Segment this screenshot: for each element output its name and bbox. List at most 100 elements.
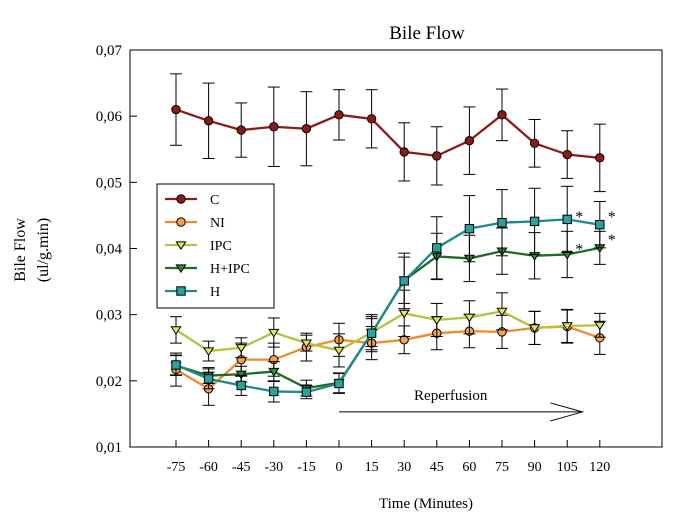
y-tick-label: 0,05 xyxy=(96,175,122,191)
data-point xyxy=(203,116,214,126)
series-line-c xyxy=(175,108,600,159)
data-point xyxy=(562,149,572,160)
data-point xyxy=(464,223,475,234)
data-point xyxy=(300,339,313,349)
y-tick-label: 0,06 xyxy=(96,109,123,125)
legend-label: H xyxy=(210,285,220,300)
legend-item-ipc: IPC xyxy=(165,239,232,254)
x-tick-label: 45 xyxy=(430,460,444,475)
y-axis-label: Bile Flow (ul/g.min) xyxy=(12,218,52,282)
data-point xyxy=(334,110,344,120)
data-point xyxy=(529,138,540,148)
data-point xyxy=(333,346,345,356)
data-point xyxy=(334,378,344,389)
x-axis: -75 -60 -45 -30 -15 0 15 30 45 60 75 90 105 120 xyxy=(167,440,610,475)
data-point xyxy=(398,309,410,319)
data-point xyxy=(268,367,280,377)
x-tick-label: -30 xyxy=(264,460,283,475)
data-point xyxy=(235,370,247,380)
data-point xyxy=(236,125,246,135)
data-point xyxy=(594,321,606,331)
data-point xyxy=(497,110,507,120)
data-point xyxy=(561,322,573,332)
series-c xyxy=(170,73,606,193)
data-point xyxy=(595,153,605,163)
legend-item-c: C xyxy=(165,193,219,208)
x-axis-label: Time (Minutes) xyxy=(379,496,473,512)
data-point xyxy=(203,374,214,384)
reperfusion-label: Reperfusion xyxy=(414,388,488,404)
series-line-h xyxy=(175,218,600,394)
legend-marker xyxy=(176,286,186,296)
y-tick-label: 0,03 xyxy=(96,308,122,324)
x-tick-label: 75 xyxy=(495,460,509,475)
data-point xyxy=(431,316,443,326)
series-layer xyxy=(170,73,606,406)
series-h xyxy=(170,185,606,403)
data-point xyxy=(432,243,442,253)
data-point xyxy=(301,124,312,134)
y-axis: 0,01 0,02 0,03 0,04 0,05 0,06 0,07 xyxy=(96,43,137,456)
y-axis-label-line1: Bile Flow xyxy=(12,218,29,282)
x-tick-label: 120 xyxy=(589,460,610,475)
x-tick-label: 15 xyxy=(365,460,379,475)
data-point xyxy=(366,328,377,338)
x-tick-label: 30 xyxy=(397,460,411,475)
x-tick-label: -45 xyxy=(232,460,251,475)
significance-annotation: * xyxy=(608,209,616,226)
data-point xyxy=(202,347,215,357)
y-tick-label: 0,04 xyxy=(96,242,123,258)
data-point xyxy=(171,360,181,370)
reperfusion-arrow-head xyxy=(550,402,585,422)
x-tick-label: 60 xyxy=(462,460,476,475)
series-line-ni xyxy=(175,325,601,391)
legend-item-h-ipc: H+IPC xyxy=(165,262,250,277)
data-point xyxy=(399,276,409,286)
data-point xyxy=(497,217,507,228)
y-tick-label: 0,07 xyxy=(96,43,123,59)
y-tick-label: 0,02 xyxy=(96,374,122,390)
data-point xyxy=(235,344,247,353)
chart-title: Bile Flow xyxy=(389,23,465,44)
y-axis-label-line2: (ul/g.min) xyxy=(35,218,52,282)
legend-label: NI xyxy=(210,216,225,231)
y-tick-label: 0,01 xyxy=(96,440,122,456)
data-point xyxy=(301,387,312,397)
legend-marker xyxy=(176,217,186,227)
data-point xyxy=(171,104,181,115)
x-tick-label: 105 xyxy=(557,460,578,475)
data-point xyxy=(170,326,182,336)
series-line-ipc xyxy=(175,310,600,353)
legend-label: IPC xyxy=(210,239,232,254)
x-tick-label: -75 xyxy=(167,460,186,475)
legend-marker xyxy=(175,264,187,274)
data-point xyxy=(595,219,605,230)
significance-annotation: * xyxy=(575,241,583,258)
data-point xyxy=(528,324,541,334)
x-tick-label: -15 xyxy=(297,460,316,475)
annotations: * * * * xyxy=(575,209,616,258)
data-point xyxy=(366,114,377,124)
x-tick-label: -60 xyxy=(199,460,218,475)
significance-annotation: * xyxy=(575,209,583,226)
significance-annotation: * xyxy=(608,232,616,249)
data-point xyxy=(529,216,540,227)
x-tick-label: 0 xyxy=(336,460,343,475)
legend-marker xyxy=(176,194,186,204)
reperfusion-arrow: Reperfusion xyxy=(339,388,585,422)
data-point xyxy=(399,147,409,157)
data-point xyxy=(463,313,476,323)
x-tick-label: 90 xyxy=(528,460,542,475)
data-point xyxy=(269,386,279,397)
data-point xyxy=(562,214,572,225)
data-point xyxy=(269,122,279,132)
legend-label: C xyxy=(210,193,219,208)
data-point xyxy=(496,307,508,317)
legend: C NI IPC H+IPC H xyxy=(156,183,275,309)
legend-marker xyxy=(175,241,187,251)
data-point xyxy=(236,380,246,391)
legend-item-ni: NI xyxy=(165,216,225,231)
data-point xyxy=(464,135,475,146)
data-point xyxy=(432,151,442,161)
